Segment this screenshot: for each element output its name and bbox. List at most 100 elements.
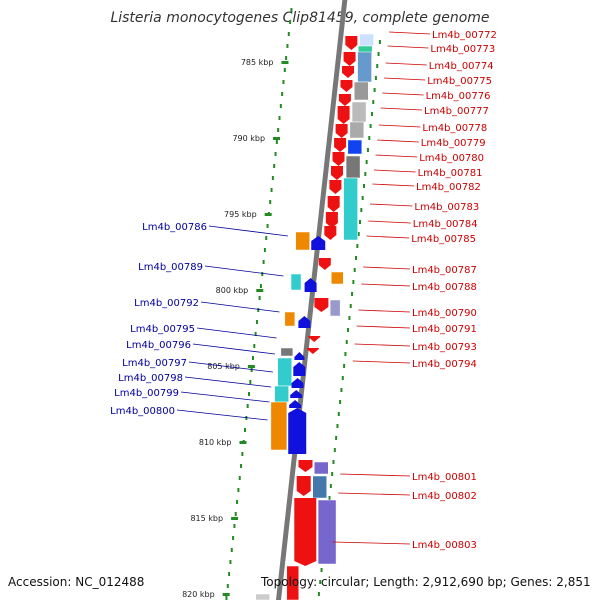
label-connector <box>192 343 275 355</box>
gc-dot-right <box>368 136 371 140</box>
reverse-gene-arrow <box>298 316 311 328</box>
gc-dot-left <box>262 260 265 264</box>
gc-dot-left <box>270 188 273 192</box>
gc-dot-right <box>329 484 332 488</box>
scale-tick-mark <box>281 61 289 64</box>
scale-tick-mark <box>231 517 239 520</box>
gc-dot-left <box>233 524 236 528</box>
gc-dot-left <box>255 320 258 324</box>
gc-dot-left <box>240 464 243 468</box>
forward-gene-arrow <box>342 66 355 78</box>
gene-label-forward: Lm4b_00774 <box>429 61 494 72</box>
label-connector <box>385 62 427 66</box>
gene-label-forward: Lm4b_00793 <box>412 342 477 353</box>
gc-dot-left <box>238 476 241 480</box>
feature-box <box>286 565 300 600</box>
reverse-gene-arrow <box>294 352 305 360</box>
feature-box <box>343 177 358 241</box>
label-connector <box>375 154 418 158</box>
gc-dot-right <box>356 244 359 248</box>
reverse-gene-arrow <box>290 390 303 398</box>
forward-gene-arrow <box>345 36 358 50</box>
gene-label-forward: Lm4b_00788 <box>412 282 477 293</box>
gc-dot-right <box>341 376 344 380</box>
gc-dot-left <box>236 500 239 504</box>
gc-dot-left <box>283 68 286 72</box>
gc-dot-left <box>286 44 289 48</box>
gc-dot-right <box>332 460 335 464</box>
gc-dot-left <box>274 152 277 156</box>
gc-dot-left <box>241 452 244 456</box>
gc-dot-right <box>340 388 343 392</box>
scale-tick-mark <box>239 441 247 444</box>
label-connector <box>204 265 284 277</box>
accession-text: Accession: NC_012488 <box>8 575 144 589</box>
gc-dot-right <box>347 328 350 332</box>
label-connector <box>184 376 272 388</box>
forward-gene-arrow <box>340 80 353 92</box>
gc-dot-right <box>361 196 364 200</box>
forward-gene-arrow <box>298 460 313 472</box>
gc-dot-right <box>351 292 354 296</box>
gene-label-forward: Lm4b_00787 <box>412 265 477 276</box>
gc-dot-left <box>250 368 253 372</box>
gc-dot-right <box>376 64 379 68</box>
label-connector <box>354 343 411 347</box>
gc-dot-left <box>244 428 247 432</box>
gc-dot-right <box>357 232 360 236</box>
scale-tick-mark <box>273 137 281 140</box>
label-connector <box>382 92 424 96</box>
gc-dot-left <box>285 56 288 60</box>
label-connector <box>196 327 277 339</box>
label-connector <box>368 220 411 224</box>
gc-dot-left <box>273 164 276 168</box>
feature-box <box>359 33 374 47</box>
label-connector <box>361 283 411 287</box>
gene-label-reverse: Lm4b_00792 <box>134 298 199 309</box>
gc-dot-left <box>229 560 232 564</box>
gc-dot-right <box>353 268 356 272</box>
forward-gene-arrow <box>337 106 350 124</box>
gene-label-forward: Lm4b_00772 <box>432 30 497 41</box>
gene-track <box>255 33 374 600</box>
gene-label-reverse: Lm4b_00796 <box>126 340 191 351</box>
gc-dot-left <box>230 548 233 552</box>
forward-gene-arrow <box>325 212 338 228</box>
gc-dot-right <box>370 112 373 116</box>
gc-dot-left <box>251 356 254 360</box>
gene-labels: Lm4b_00772 Lm4b_00773 Lm4b_00774 Lm4b_00775… <box>110 30 497 551</box>
label-connector <box>366 235 410 239</box>
gene-label-forward: Lm4b_00801 <box>412 472 477 483</box>
forward-gene-arrow <box>335 124 348 138</box>
gc-dot-right <box>345 340 348 344</box>
feature-box <box>331 271 344 285</box>
gene-label-forward: Lm4b_00776 <box>426 91 491 102</box>
scale-tick-label: 800 kbp <box>216 286 249 295</box>
gc-dot-right <box>320 568 323 572</box>
gc-dot-left <box>247 392 250 396</box>
forward-gene-arrow <box>306 348 319 354</box>
gene-label-reverse: Lm4b_00789 <box>138 262 203 273</box>
gene-label-forward: Lm4b_00794 <box>412 359 477 370</box>
feature-box <box>347 139 363 155</box>
gc-dot-right <box>365 160 368 164</box>
gene-label-forward: Lm4b_00791 <box>412 324 477 335</box>
gene-label-forward: Lm4b_00783 <box>414 202 479 213</box>
gc-dot-left <box>228 572 231 576</box>
gc-dot-right <box>339 400 342 404</box>
gc-dot-right <box>331 472 334 476</box>
gene-label-forward: Lm4b_00781 <box>418 168 483 179</box>
scale-tick-label: 795 kbp <box>224 210 257 219</box>
gc-dot-left <box>281 92 284 96</box>
feature-box <box>349 121 365 139</box>
feature-box <box>354 81 369 101</box>
gc-dot-right <box>373 88 376 92</box>
gc-dot-right <box>374 76 377 80</box>
label-connector <box>208 225 288 237</box>
label-connector <box>358 309 411 313</box>
reverse-feature-box <box>284 311 296 327</box>
gc-dot-left <box>226 584 229 588</box>
reverse-gene-arrow <box>293 362 306 376</box>
scale-tick-mark <box>222 593 230 596</box>
